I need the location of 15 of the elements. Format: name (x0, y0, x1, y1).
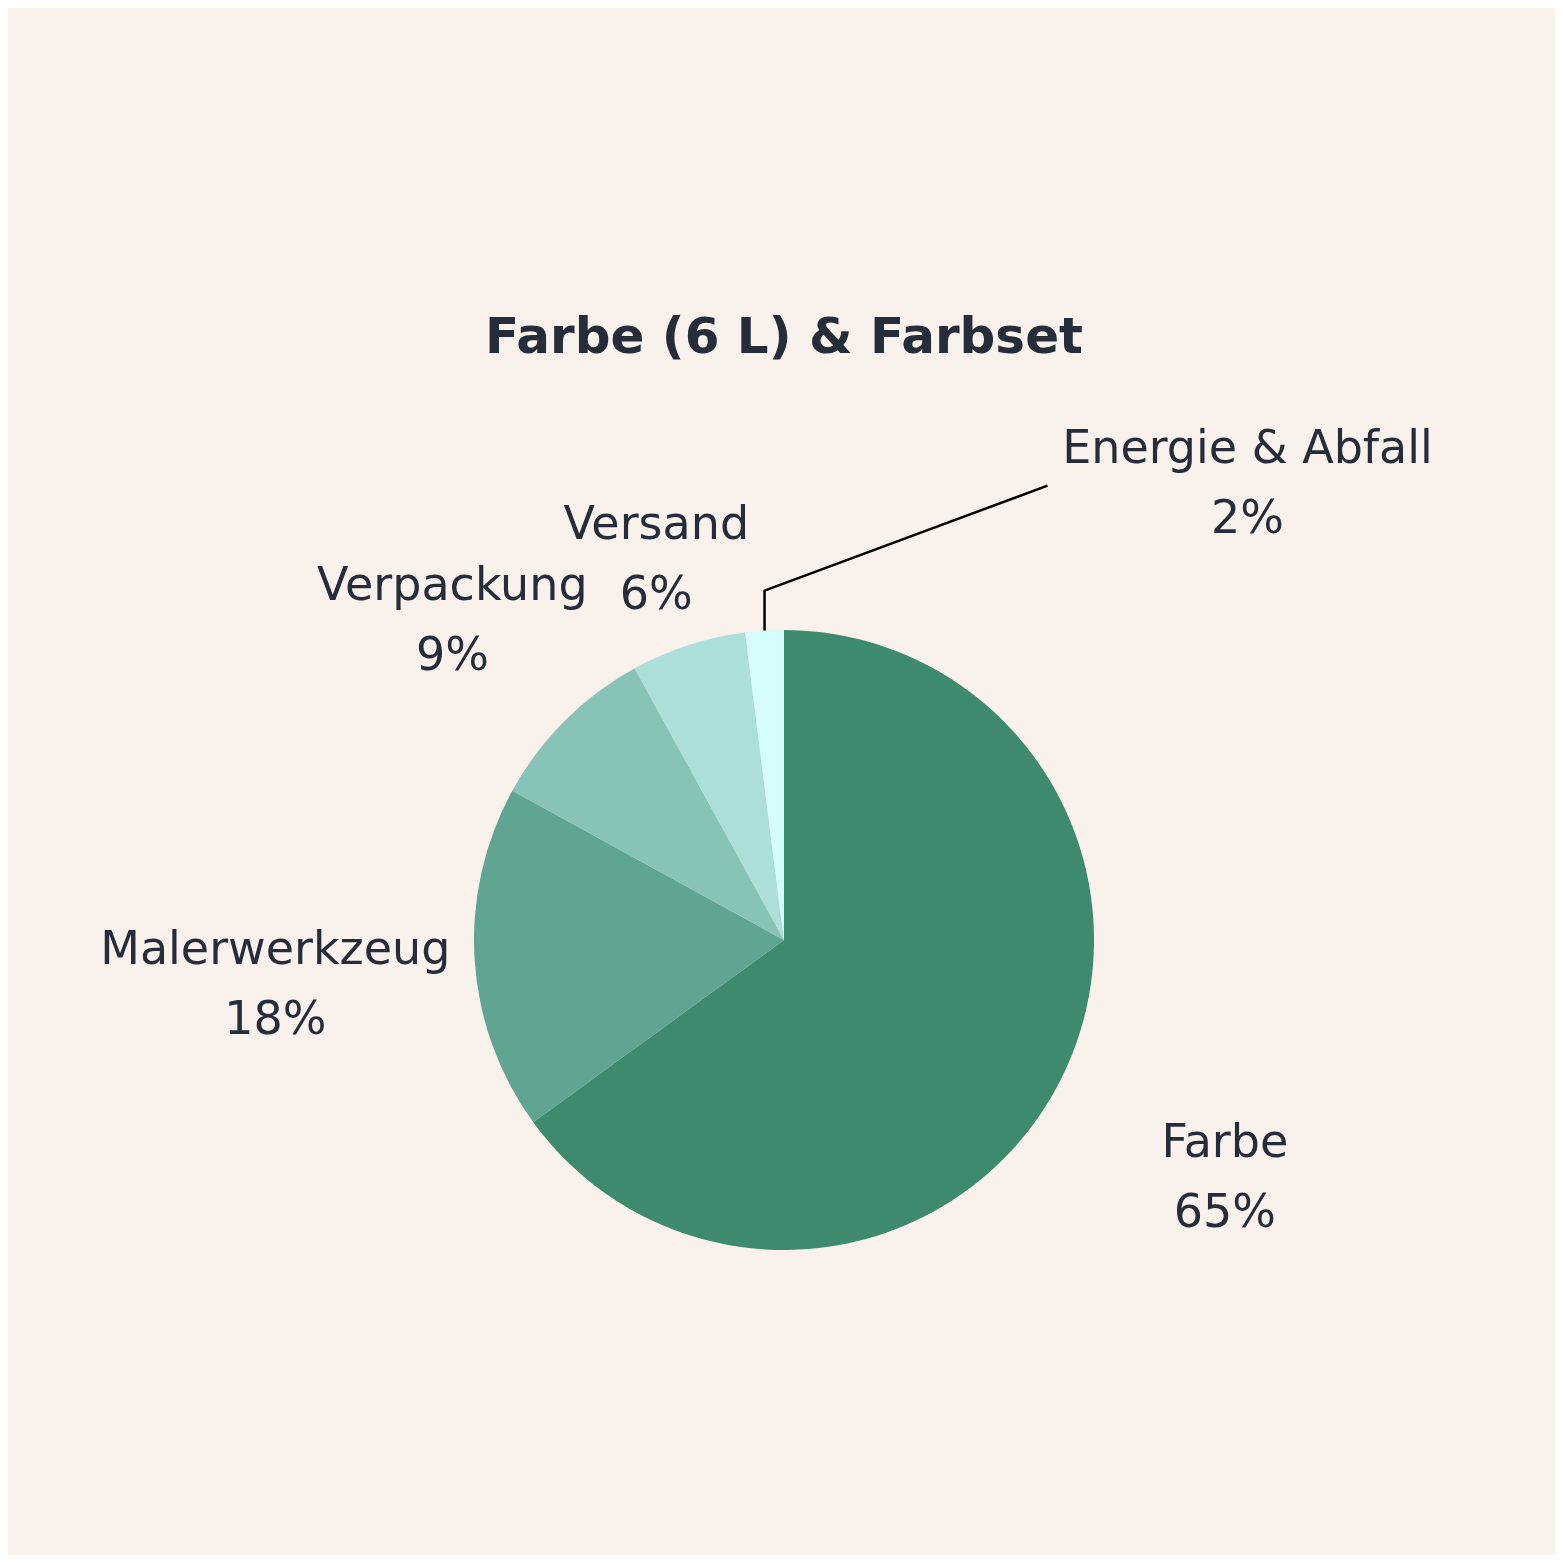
pie-slice (512, 668, 784, 940)
slice-label: Versand (563, 495, 750, 550)
data-label: 2% (1211, 489, 1284, 544)
data-label: 65% (1173, 1183, 1276, 1238)
slice-label: Energie & Abfall (1062, 419, 1433, 474)
slice-label: Verpackung (317, 557, 588, 612)
pie-slice (634, 632, 784, 940)
slice-label: Malerwerkzeug (100, 921, 451, 976)
data-label: 9% (415, 627, 489, 682)
chart-title: Farbe (6 L) & Farbset (485, 307, 1083, 365)
pie-slice (533, 630, 1094, 1250)
slice-label: Farbe (1161, 1113, 1289, 1168)
data-label: 18% (224, 991, 327, 1046)
pie-slice (474, 790, 784, 1123)
data-label: 6% (619, 565, 693, 620)
